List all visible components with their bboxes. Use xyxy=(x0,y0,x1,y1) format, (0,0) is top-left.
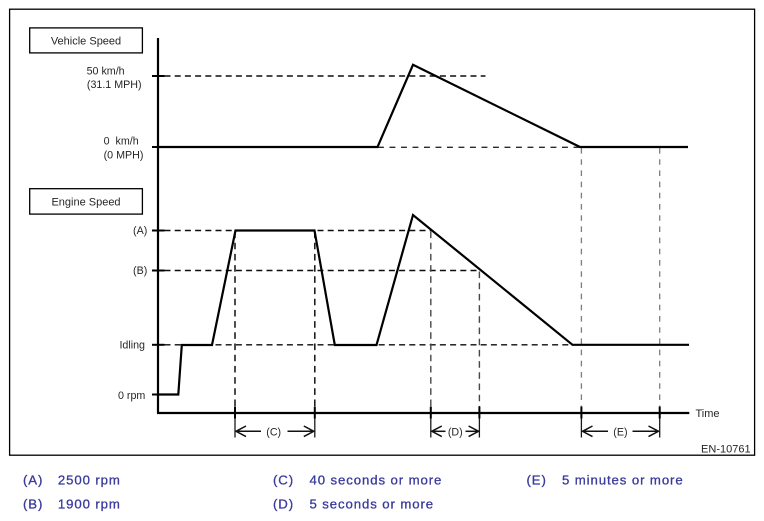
svg-text:(D): (D) xyxy=(448,426,463,438)
svg-text:(B): (B) xyxy=(133,265,147,277)
svg-text:(A): (A) xyxy=(23,473,43,488)
svg-text:Engine Speed: Engine Speed xyxy=(51,197,120,209)
svg-text:(A): (A) xyxy=(133,225,147,237)
svg-text:5 minutes or more: 5 minutes or more xyxy=(562,473,684,488)
svg-text:(31.1 MPH): (31.1 MPH) xyxy=(87,79,142,91)
svg-text:0 km/h: 0 km/h xyxy=(104,135,139,147)
svg-text:(B): (B) xyxy=(23,497,43,512)
svg-text:Time: Time xyxy=(696,408,720,420)
svg-text:1900 rpm: 1900 rpm xyxy=(58,497,121,512)
svg-text:50 km/h: 50 km/h xyxy=(87,65,125,77)
svg-text:(C): (C) xyxy=(266,426,281,438)
svg-text:(E): (E) xyxy=(613,426,627,438)
svg-text:(C): (C) xyxy=(273,473,294,488)
svg-text:(0 MPH): (0 MPH) xyxy=(104,149,144,161)
svg-text:(E): (E) xyxy=(527,473,547,488)
svg-text:0 rpm: 0 rpm xyxy=(118,390,145,402)
svg-text:Idling: Idling xyxy=(119,339,145,351)
svg-text:2500 rpm: 2500 rpm xyxy=(58,473,121,488)
svg-text:5 seconds or more: 5 seconds or more xyxy=(310,497,435,512)
svg-text:Vehicle Speed: Vehicle Speed xyxy=(51,35,121,47)
svg-text:EN-10761: EN-10761 xyxy=(701,444,751,456)
svg-text:(D): (D) xyxy=(273,497,294,512)
svg-text:40 seconds or more: 40 seconds or more xyxy=(310,473,443,488)
